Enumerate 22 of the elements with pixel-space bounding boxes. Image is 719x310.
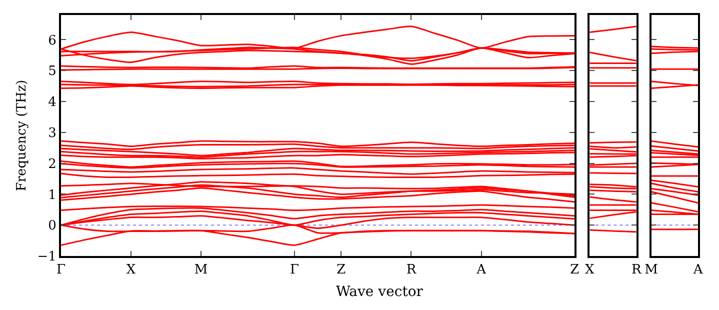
x-tick-label: A (692, 262, 704, 278)
y-tick-label: 4 (48, 95, 56, 110)
y-tick-label: 0 (48, 218, 56, 234)
x-tick-label: Z (570, 262, 580, 278)
x-tick-label: A (476, 262, 487, 278)
x-tick-label: R (406, 262, 418, 278)
y-tick-label: −1 (37, 250, 56, 265)
x-tick-label: M (644, 262, 658, 278)
y-tick-label: 1 (48, 188, 56, 203)
x-tick-label: R (631, 262, 642, 278)
y-tick-label: 3 (48, 126, 56, 141)
x-tick-label: M (194, 262, 208, 278)
x-tick-label: X (585, 262, 596, 278)
y-tick-label: 6 (48, 33, 56, 48)
x-tick-label: Z (336, 262, 346, 278)
x-tick-label: Γ (56, 262, 66, 278)
x-axis-title: Wave vector (336, 284, 424, 300)
x-tick-label: X (126, 262, 136, 278)
x-tick-label: Γ (290, 262, 300, 278)
y-axis-title: Frequency (THz) (14, 80, 30, 192)
y-tick-label: 5 (48, 64, 56, 80)
y-tick-label: 2 (48, 156, 56, 172)
